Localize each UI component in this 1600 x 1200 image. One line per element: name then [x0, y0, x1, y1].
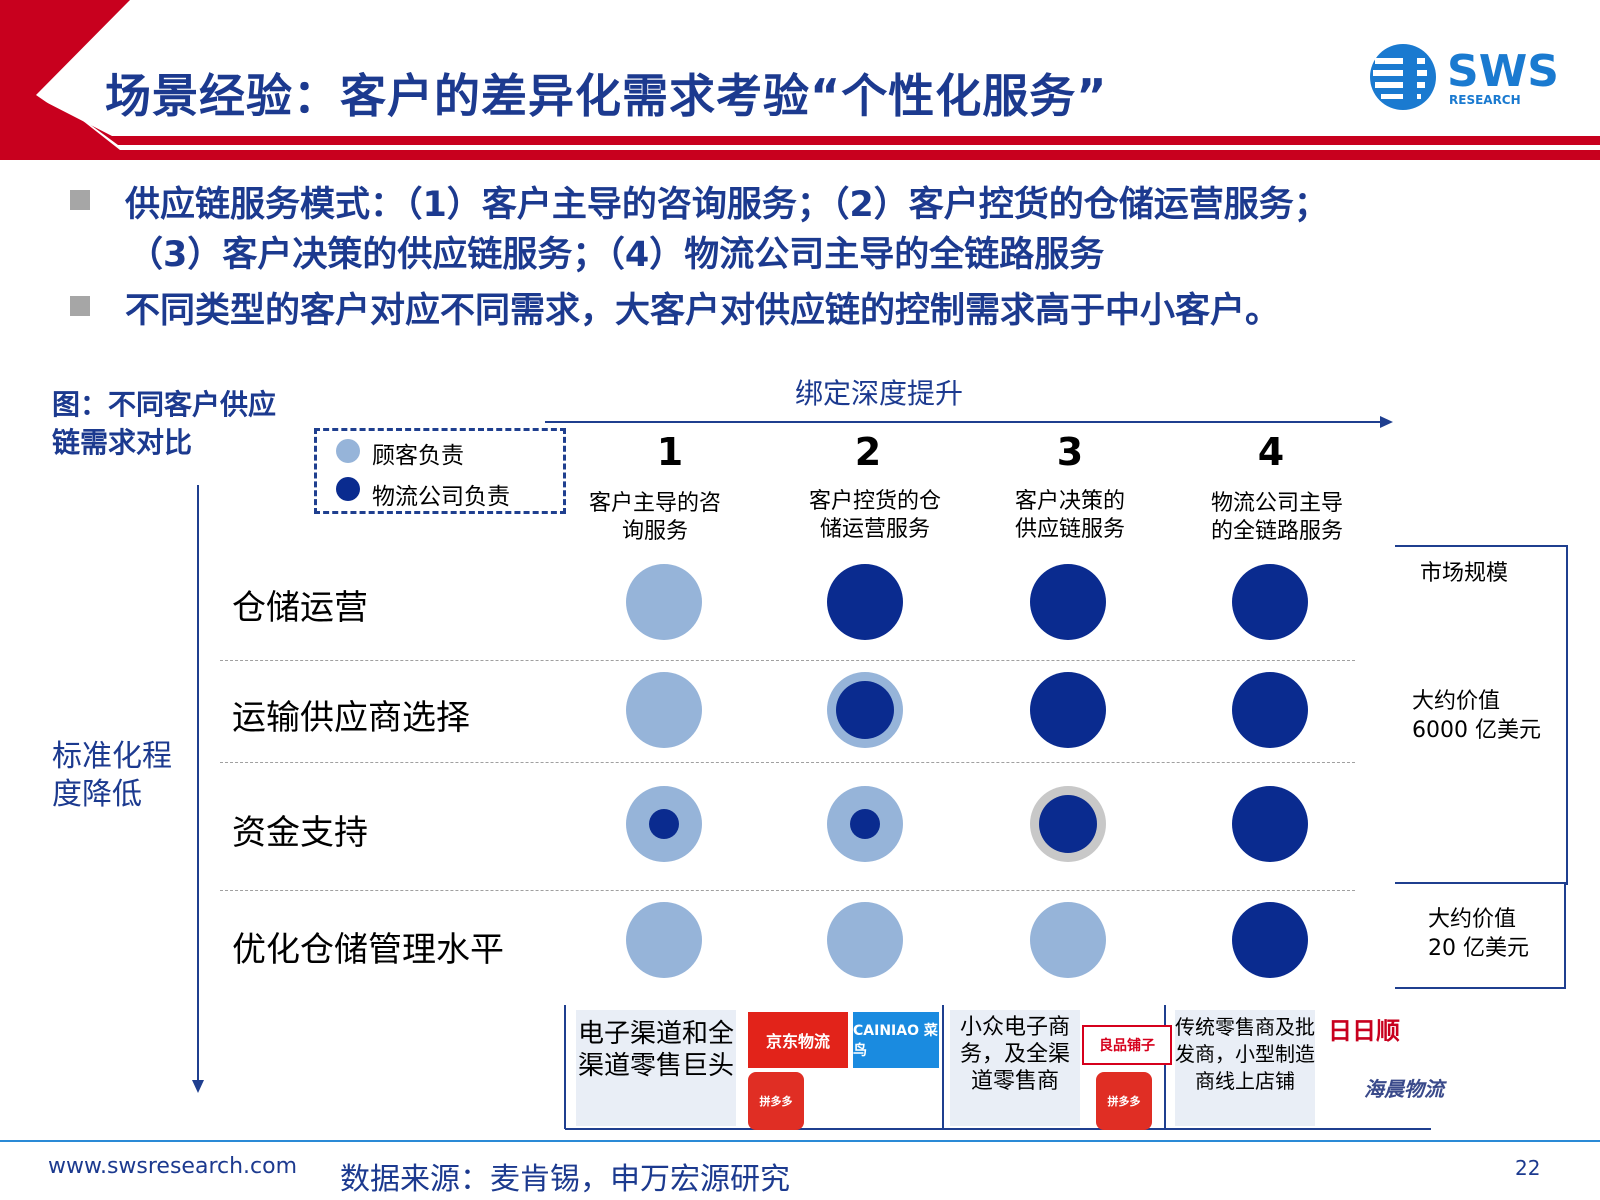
row-separator	[220, 660, 1355, 661]
header-banner	[0, 0, 1600, 160]
responsibility-circle-inner	[649, 809, 679, 839]
column-description: 客户控货的仓储运营服务	[808, 489, 941, 542]
footer-rule	[0, 1140, 1600, 1142]
segment-label: 传统零售商及批发商，小型制造商线上店铺	[1175, 1010, 1315, 1126]
liangpin-logo: 良品铺子	[1082, 1025, 1172, 1065]
legend-label-customer: 顾客负责	[372, 443, 464, 469]
bullet-2: 不同类型的客户对应不同需求，大客户对供应链的控制需求高于中小客户。	[125, 291, 1281, 331]
binding-axis-label: 绑定深度提升	[795, 377, 964, 410]
bullet-1-line1: 供应链服务模式：（1）客户主导的咨询服务；（2）客户控货的仓储运营服务；	[125, 185, 1329, 225]
column-number: 4	[1257, 430, 1285, 474]
market-value-line: 20 亿美元	[1428, 936, 1529, 961]
legend-dot-customer	[336, 439, 360, 463]
responsibility-circle-customer	[626, 564, 702, 640]
responsibility-circle-logistics	[1232, 786, 1308, 862]
column-number: 2	[854, 430, 882, 474]
column-number: 1	[656, 430, 684, 474]
responsibility-circle-inner	[836, 681, 894, 739]
market-size-header: 市场规模	[1420, 561, 1509, 586]
column-number: 3	[1056, 430, 1084, 474]
sws-logo: SWS RESEARCH	[1370, 44, 1559, 110]
jd-logistics-logo: 京东物流	[748, 1012, 848, 1068]
standardization-axis-arrow	[192, 485, 204, 1093]
responsibility-circle-customer	[827, 902, 903, 978]
responsibility-circle-inner	[1039, 795, 1097, 853]
row-label: 运输供应商选择	[232, 698, 470, 738]
responsibility-circle-logistics	[1232, 672, 1308, 748]
bullet-1-line2: （3）客户决策的供应链服务；（4）物流公司主导的全链路服务	[128, 235, 1105, 275]
market-value-line: 6000 亿美元	[1412, 718, 1541, 743]
responsibility-circle-logistics	[827, 564, 903, 640]
responsibility-circle-logistics	[1030, 672, 1106, 748]
legend-label-logistics: 物流公司负责	[372, 484, 510, 510]
market-value-line: 大约价值	[1428, 907, 1517, 932]
column-description: 客户决策的供应链服务	[1014, 489, 1125, 542]
row-separator	[220, 762, 1355, 763]
row-label: 优化仓储管理水平	[232, 930, 504, 970]
column-description: 客户主导的咨询服务	[588, 491, 721, 544]
rrs-logo: 日日顺	[1318, 1008, 1410, 1048]
bullet-marker	[70, 190, 90, 210]
row-label: 资金支持	[232, 813, 368, 853]
responsibility-circle-customer	[626, 672, 702, 748]
responsibility-circle-logistics	[1232, 902, 1308, 978]
legend-dot-logistics	[336, 477, 360, 501]
pinduoduo-logo: 拼多多	[748, 1072, 804, 1130]
row-separator	[220, 890, 1355, 891]
segment-label: 电子渠道和全渠道零售巨头	[576, 1010, 736, 1126]
responsibility-circle-customer	[1030, 902, 1106, 978]
standardization-axis-label: 标准化程度降低	[52, 739, 172, 812]
pinduoduo-logo: 拼多多	[1096, 1072, 1152, 1130]
bullet-marker	[70, 296, 90, 316]
responsibility-circle-customer	[626, 902, 702, 978]
row-label: 仓储运营	[232, 588, 368, 628]
svg-text:RESEARCH: RESEARCH	[1449, 93, 1521, 107]
binding-axis-arrow	[545, 416, 1393, 428]
responsibility-circle-logistics	[1030, 564, 1106, 640]
footer-url-link[interactable]: www.swsresearch.com	[48, 1154, 298, 1179]
haichen-logo: 海晨物流	[1318, 1060, 1490, 1114]
footer-source: 数据来源：麦肯锡，申万宏源研究	[340, 1162, 790, 1197]
column-description: 物流公司主导的全链路服务	[1210, 491, 1343, 544]
responsibility-circle-logistics	[1232, 564, 1308, 640]
page-number: 22	[1515, 1156, 1541, 1180]
market-value-line: 大约价值	[1412, 689, 1501, 714]
svg-text:SWS: SWS	[1447, 46, 1559, 97]
market-size-bracket	[1395, 545, 1568, 989]
responsibility-circle-inner	[850, 809, 880, 839]
segment-label: 小众电子商务，及全渠道零售商	[950, 1010, 1080, 1126]
legend	[314, 428, 566, 514]
cainiao-logo: CAINIAO 菜鸟	[853, 1012, 939, 1068]
page-title: 场景经验：客户的差异化需求考验“个性化服务”	[105, 69, 1108, 123]
figure-label: 图：不同客户供应链需求对比	[52, 388, 277, 459]
